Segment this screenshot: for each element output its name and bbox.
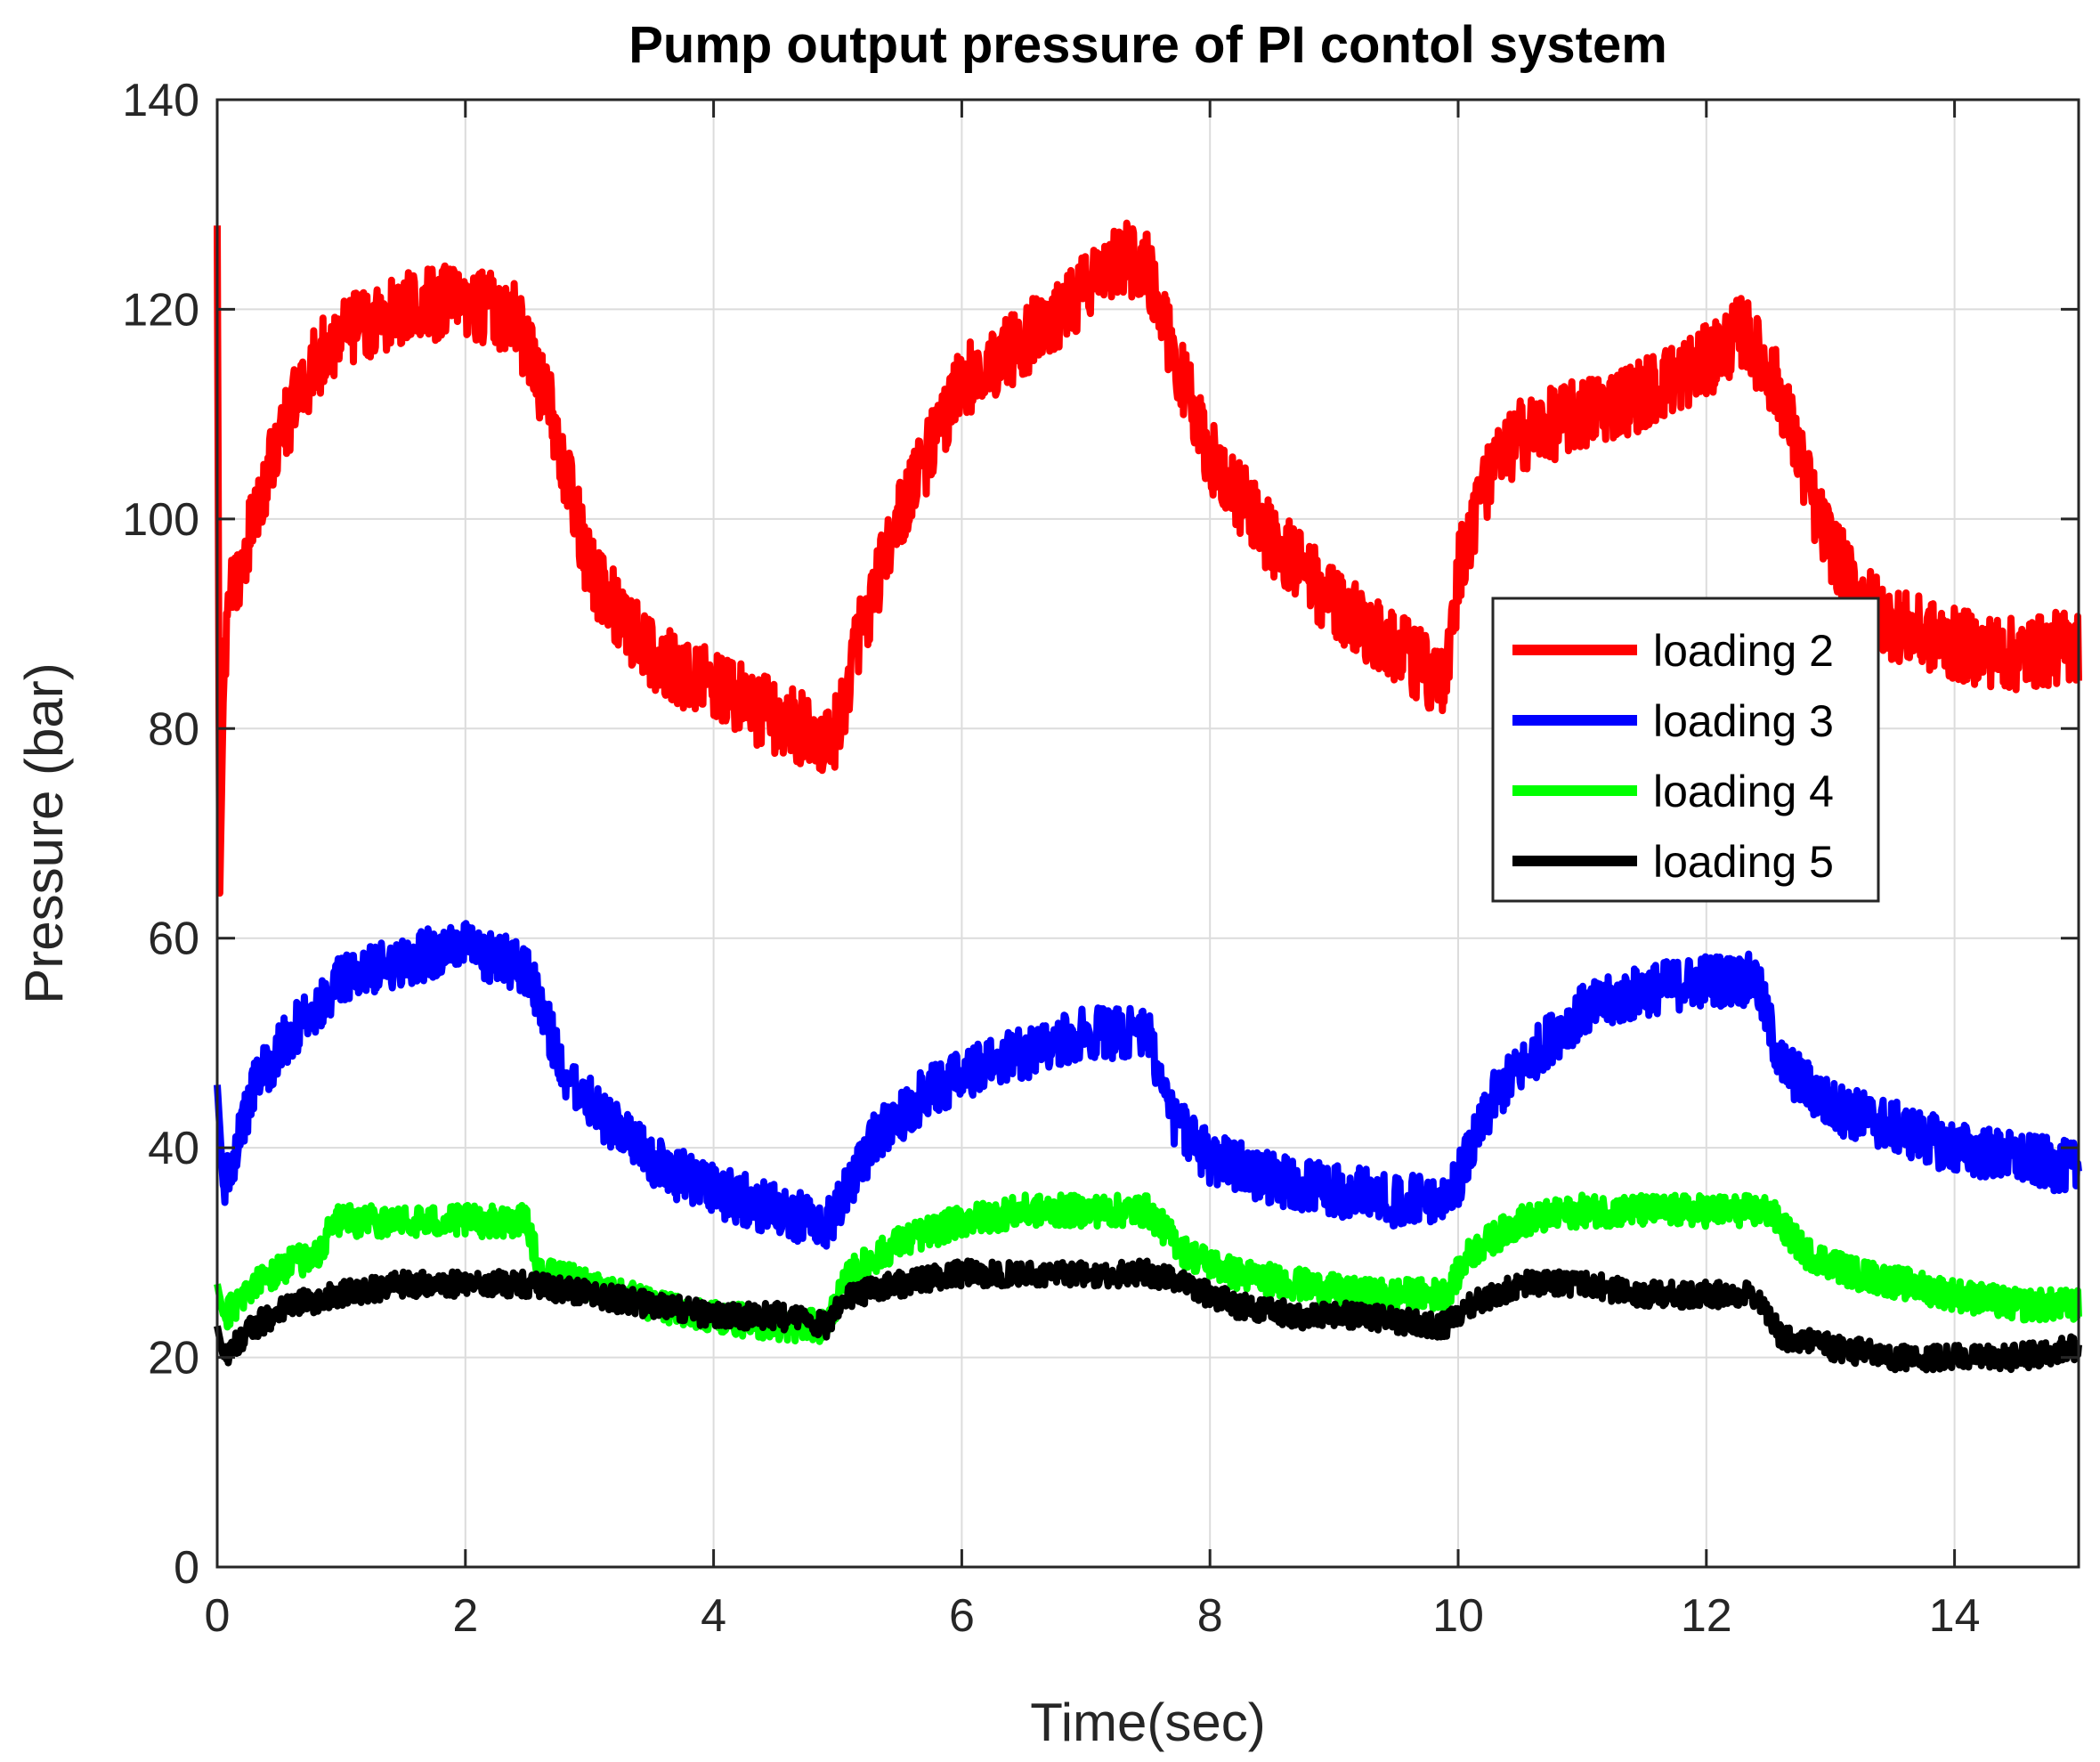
y-tick-label: 80: [148, 703, 199, 755]
x-tick-label: 10: [1432, 1590, 1484, 1642]
series-line-loading-4: [214, 1191, 2082, 1345]
chart-title: Pump output pressure of PI contol system: [628, 16, 1667, 74]
x-tick-label: 4: [701, 1590, 726, 1642]
series-line-loading-2: [214, 219, 2082, 897]
y-axis-title: Pressure (bar): [14, 662, 74, 1003]
x-tick-label: 0: [205, 1590, 231, 1642]
y-tick-label: 0: [174, 1542, 199, 1594]
y-tick-label: 120: [122, 284, 199, 336]
y-tick-label: 100: [122, 494, 199, 546]
series-lines: [214, 219, 2082, 1374]
legend-label: loading 5: [1653, 837, 1834, 887]
plot-frame: [215, 98, 2080, 1569]
y-tick-label: 40: [148, 1123, 199, 1174]
x-tick-label: 14: [1929, 1590, 1981, 1642]
legend-label: loading 4: [1653, 767, 1834, 816]
series-line-loading-3: [214, 920, 2082, 1250]
x-axis-title: Time(sec): [1030, 1693, 1265, 1752]
legend: loading 2 loading 3 loading 4 loading 5: [1491, 597, 1880, 903]
legend-label: loading 3: [1653, 696, 1834, 746]
x-tick-label: 12: [1681, 1590, 1732, 1642]
x-tick-label: 2: [452, 1590, 478, 1642]
y-tick-label: 140: [122, 75, 199, 126]
y-tick-label: 60: [148, 913, 199, 965]
legend-label: loading 2: [1653, 626, 1834, 676]
x-tick-label: 8: [1197, 1590, 1223, 1642]
series-line-loading-5: [214, 1257, 2082, 1374]
y-tick-label: 20: [148, 1333, 199, 1384]
x-tick-label: 6: [949, 1590, 975, 1642]
